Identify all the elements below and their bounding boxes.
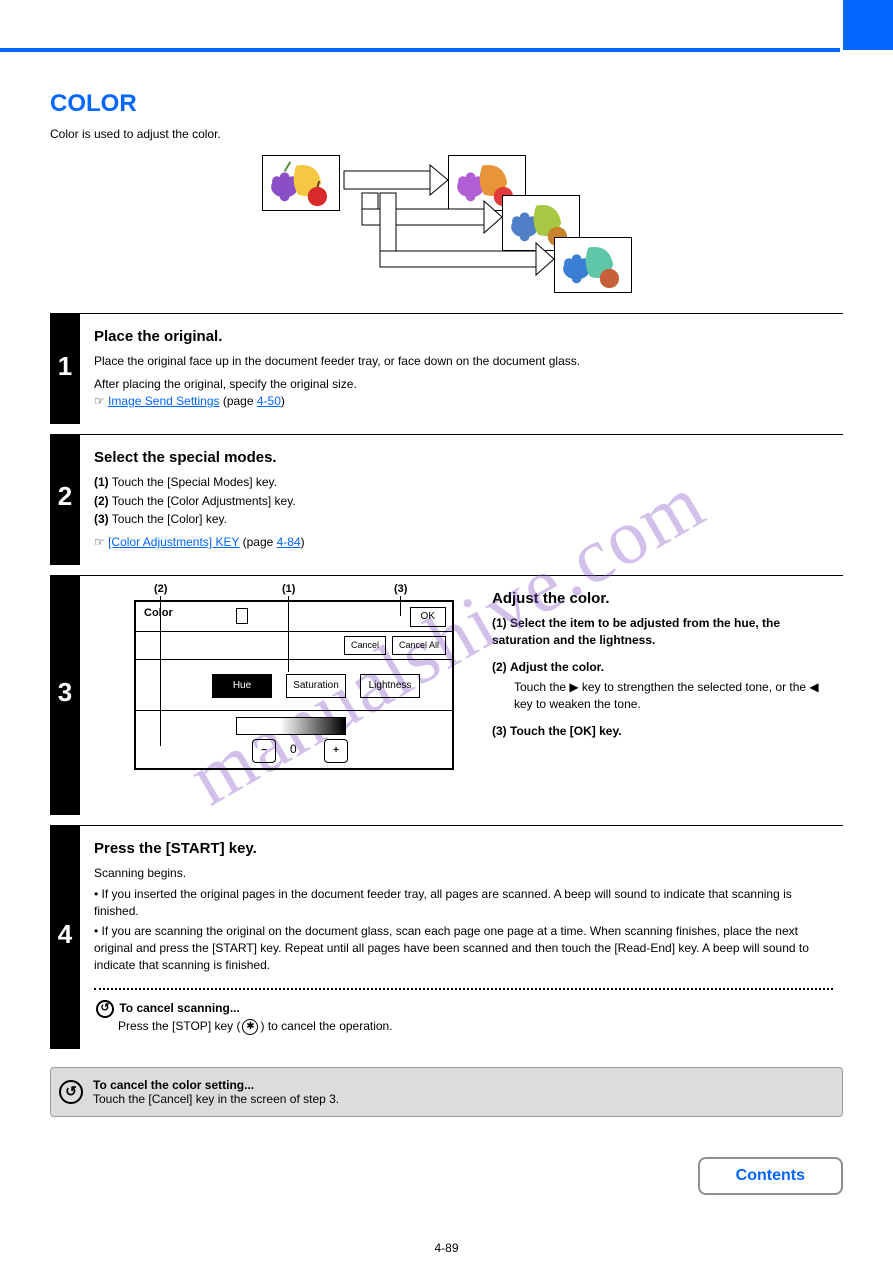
step-3-c1-text: Select the item to be adjusted from the … [492, 616, 780, 647]
link-image-send-settings[interactable]: Image Send Settings [108, 394, 219, 408]
stop-icon: ↺ [96, 1000, 114, 1018]
lcd-ok-button[interactable]: OK [410, 607, 446, 627]
lcd-cancel-button[interactable]: Cancel [344, 636, 386, 655]
step-3-number: 3 [58, 677, 72, 708]
link-page-4-50[interactable]: 4-50 [257, 394, 281, 408]
contents-button[interactable]: Contents [698, 1157, 843, 1195]
step-3-title: Adjust the color. [492, 588, 833, 609]
step-3-c1-num: (1) [492, 616, 507, 630]
battery-icon [236, 608, 248, 624]
step-2-sub-2-num: (2) [94, 494, 109, 508]
color-diagram [50, 155, 843, 295]
step-4-cancel-prefix: To cancel scanning... [119, 1001, 239, 1015]
step-2-sub-1-num: (1) [94, 475, 109, 489]
back-icon: ↺ [59, 1080, 83, 1104]
header-bar [0, 0, 893, 50]
step-3-c2-num: (2) [492, 660, 507, 674]
step-2-sub-2-text: Touch the [Color Adjustments] key. [112, 494, 296, 508]
step-3-c3-text: Touch the [OK] key. [510, 724, 622, 738]
lcd-cancel-all-button[interactable]: Cancel All [392, 636, 446, 655]
lcd-mode-lightness[interactable]: Lightness [360, 674, 420, 698]
step-3-c2-text: Adjust the color. [510, 660, 604, 674]
step-1-number: 1 [58, 351, 72, 382]
step-4-bullet-1: • If you inserted the original pages in … [94, 886, 833, 920]
lcd-screen: Color OK Cancel Cancel All Hue Saturatio… [134, 600, 454, 770]
step-4-number: 4 [58, 919, 72, 950]
lcd-minus-button[interactable]: − [252, 739, 276, 763]
step-1-body: Place the original face up in the docume… [94, 353, 833, 370]
lcd-title: Color [144, 606, 173, 621]
step-4-bullet-2: • If you are scanning the original on th… [94, 923, 833, 973]
step-2-number: 2 [58, 481, 72, 512]
page-number: 4-89 [50, 1195, 843, 1255]
step-3-c2-detail: Touch the ▶ key to strengthen the select… [514, 679, 833, 713]
grey-bar-body: Touch the [Cancel] key in the screen of … [93, 1092, 339, 1106]
lcd-slider[interactable] [236, 717, 346, 735]
section-heading: COLOR [50, 90, 843, 118]
section-intro: Color is used to adjust the color. [50, 126, 843, 143]
step-2: 2 Select the special modes. (1) Touch th… [50, 434, 843, 565]
step-4-cancel-row: ↺ To cancel scanning... Press the [STOP]… [94, 1000, 833, 1035]
lcd-mode-saturation[interactable]: Saturation [286, 674, 346, 698]
step-4-lead: Scanning begins. [94, 865, 833, 882]
diagram-arrows [262, 155, 632, 295]
step-2-title: Select the special modes. [94, 447, 833, 468]
link-color-adjustments-key[interactable]: [Color Adjustments] KEY [108, 535, 239, 549]
step-2-sub-3-text: Touch the [Color] key. [112, 512, 227, 526]
lcd-plus-button[interactable]: + [324, 739, 348, 763]
step-3-c3-num: (3) [492, 724, 507, 738]
grey-bar-title: To cancel the color setting... [93, 1078, 254, 1092]
step-2-sub-3-num: (3) [94, 512, 109, 526]
step-1-extra: After placing the original, specify the … [94, 376, 833, 410]
step-3: 3 (2) (1) (3) Color [50, 575, 843, 815]
lcd-value: 0 [290, 741, 297, 758]
step-1: 1 Place the original. Place the original… [50, 313, 843, 423]
gear-icon: ✱ [242, 1019, 258, 1035]
step-4-title: Press the [START] key. [94, 838, 833, 859]
step-2-sub-1-text: Touch the [Special Modes] key. [112, 475, 277, 489]
step-4: 4 Press the [START] key. Scanning begins… [50, 825, 843, 1049]
lcd-mode-hue[interactable]: Hue [212, 674, 272, 698]
step-1-title: Place the original. [94, 326, 833, 347]
link-page-4-84[interactable]: 4-84 [277, 535, 301, 549]
cancel-setting-note: ↺ To cancel the color setting... Touch t… [50, 1067, 843, 1117]
